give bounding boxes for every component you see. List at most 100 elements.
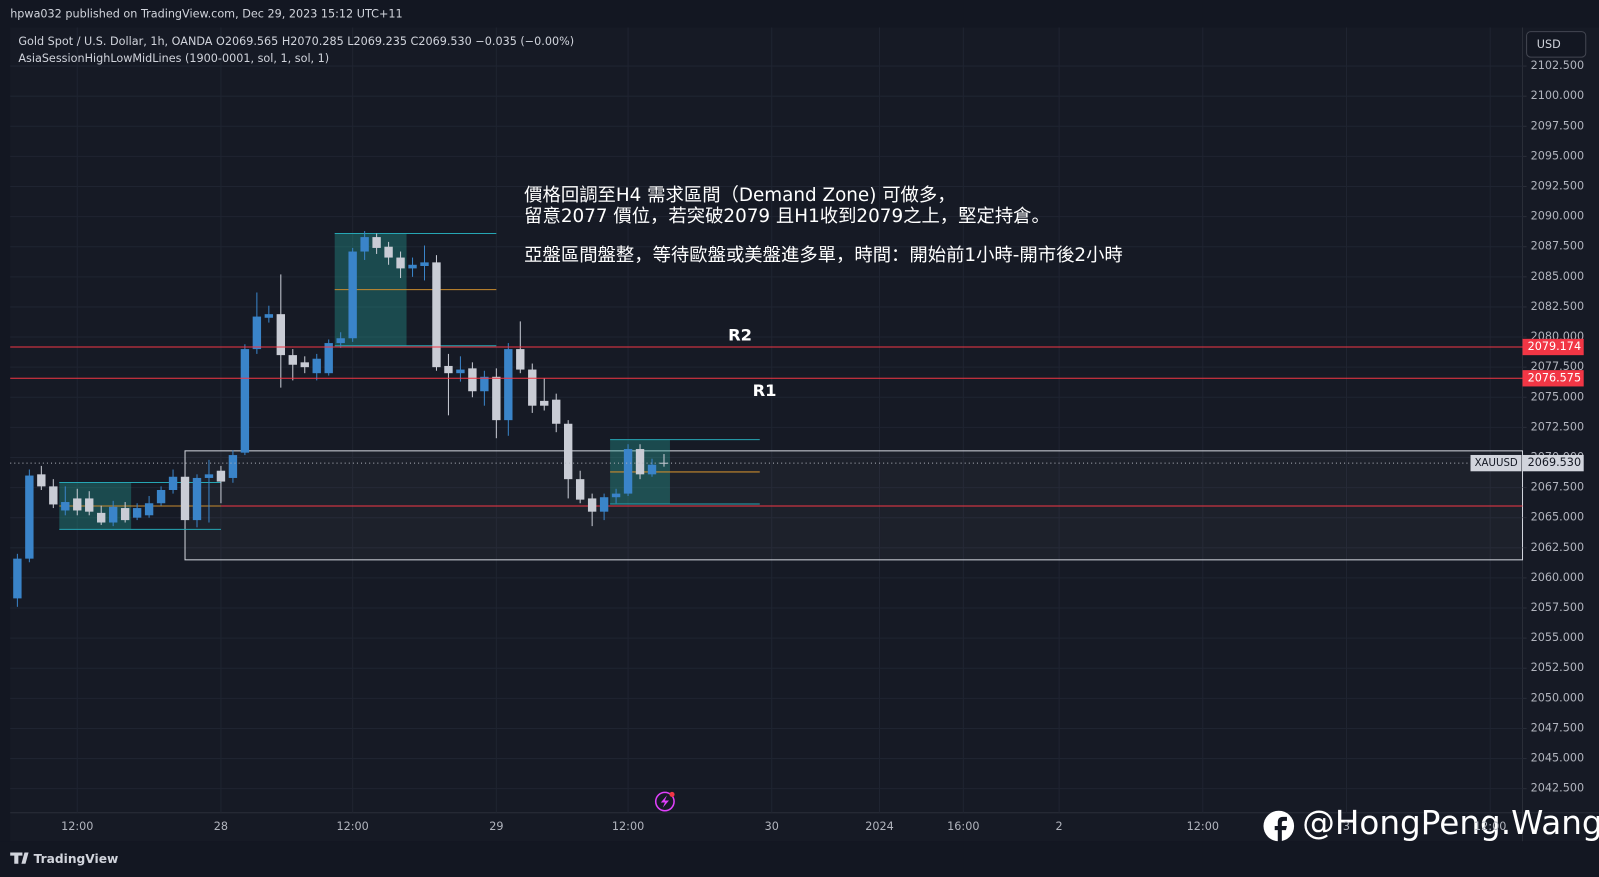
symbol-tag-label: XAUUSD	[1475, 458, 1518, 469]
y-tick-label: 2065.000	[1531, 511, 1584, 524]
candle-body	[156, 489, 166, 504]
tv-logo	[10, 852, 29, 864]
candle-body	[252, 316, 262, 350]
candle-body	[13, 558, 22, 599]
candle-body	[432, 262, 441, 368]
annotation: 亞盤區間盤整，等待歐盤或美盤進多單，時間：開始前1小時-開市後2小時	[524, 245, 1123, 266]
candle-body	[37, 474, 46, 487]
x-tick-label: 2024	[865, 820, 894, 833]
y-tick-label: 2057.500	[1531, 601, 1584, 614]
y-tick-label: 2052.500	[1531, 661, 1584, 674]
facebook-f	[1274, 816, 1287, 843]
x-tick-label: 12:00	[1187, 820, 1219, 833]
candle-body	[25, 475, 34, 559]
symbol-tag	[1470, 454, 1522, 472]
candle-body	[408, 264, 417, 269]
candle-body	[647, 464, 657, 475]
candle-body	[348, 251, 357, 339]
candle-body	[635, 449, 645, 475]
x-tick-label: 12:00	[1474, 820, 1506, 833]
y-tick-label: 2075.000	[1531, 390, 1584, 403]
x-tick-label: 3	[1343, 820, 1350, 833]
grid	[10, 27, 1523, 813]
candle-body	[85, 498, 94, 512]
candle-body	[444, 365, 453, 374]
candle-body	[504, 349, 513, 421]
candle-body	[528, 369, 537, 406]
candle-body	[264, 314, 274, 318]
y-tick-label: 2045.000	[1531, 752, 1584, 765]
annotation: 留意2077 價位，若突破2079 且H1收到2079之上，堅定持倉。	[524, 206, 1050, 227]
demand-zone	[184, 450, 1524, 561]
candle-body	[108, 506, 118, 523]
candle-body	[97, 512, 106, 523]
y-tick-label: 2047.500	[1531, 721, 1584, 734]
candle-body	[73, 498, 82, 511]
y-tick-label: 2072.500	[1531, 420, 1584, 433]
candle-body	[575, 479, 585, 500]
candle-body	[144, 503, 154, 516]
indicator-label: AsiaSessionHighLowMidLines (1900-0001, s…	[18, 52, 329, 65]
y-tick-label: 2087.500	[1531, 240, 1584, 253]
watermark: @HongPeng.Wang	[1302, 804, 1599, 842]
level-name: R2	[728, 325, 752, 344]
candle-body	[611, 493, 621, 498]
x-tick-label: 28	[214, 820, 228, 833]
price-tag-label: 2079.174	[1528, 340, 1581, 353]
candle-body	[587, 498, 597, 512]
candle-body	[120, 508, 130, 521]
candle-body	[132, 508, 142, 518]
candle-body	[420, 262, 429, 266]
x-tick-label: 2	[1056, 820, 1063, 833]
y-tick-label: 2085.000	[1531, 270, 1584, 283]
y-tick-label: 2102.500	[1531, 59, 1584, 72]
candle-body	[468, 368, 477, 392]
y-tick-label: 2100.000	[1531, 89, 1584, 102]
legend: Gold Spot / U.S. Dollar, 1h, OANDA O2069…	[18, 35, 574, 48]
price-tag-label: 2076.575	[1528, 371, 1581, 384]
candle-body	[540, 400, 549, 406]
y-tick-label: 2092.500	[1531, 180, 1584, 193]
candle-body	[312, 358, 321, 374]
annotation: 價格回調至H4 需求區間（Demand Zone) 可做多，	[524, 185, 955, 206]
last-price-label: 2069.530	[1528, 456, 1581, 469]
candle-body	[324, 343, 333, 374]
footer: TradingView	[34, 852, 119, 866]
y-tick-label: 2042.500	[1531, 782, 1584, 795]
candle-body	[228, 455, 238, 478]
candle-body	[492, 376, 501, 421]
alert-dot	[669, 791, 675, 797]
candle-body	[204, 474, 214, 478]
x-tick-label: 29	[489, 820, 503, 833]
candle-body	[384, 246, 393, 258]
candle-body	[552, 399, 561, 424]
x-tick-label: 30	[765, 820, 779, 833]
candle-body	[516, 349, 525, 370]
candle-body	[192, 477, 202, 521]
header: hpwa032 published on TradingView.com, De…	[10, 7, 402, 20]
candle-body	[456, 369, 465, 374]
candle-body	[288, 355, 297, 365]
y-tick-label: 2097.500	[1531, 119, 1584, 132]
alert-icon[interactable]	[654, 791, 675, 812]
currency-button[interactable]	[1526, 31, 1587, 58]
marks	[10, 231, 1524, 607]
bottom-bar	[0, 841, 1599, 877]
price-tag	[1522, 370, 1584, 387]
y-tick-label: 2062.500	[1531, 541, 1584, 554]
y-tick-label: 2050.000	[1531, 691, 1584, 704]
y-tick-label: 2077.500	[1531, 360, 1584, 373]
level-name: R1	[753, 381, 777, 400]
candle-body	[61, 502, 70, 511]
y-tick-label: 2067.500	[1531, 481, 1584, 494]
candle-body	[563, 423, 573, 480]
candle-body	[372, 237, 381, 248]
x-tick-label: 12:00	[337, 820, 369, 833]
y-tick-label: 2060.000	[1531, 571, 1584, 584]
alert-bolt	[660, 795, 669, 808]
candle-body	[168, 476, 178, 490]
y-tick-label: 2090.000	[1531, 210, 1584, 223]
candle-body	[276, 314, 286, 356]
